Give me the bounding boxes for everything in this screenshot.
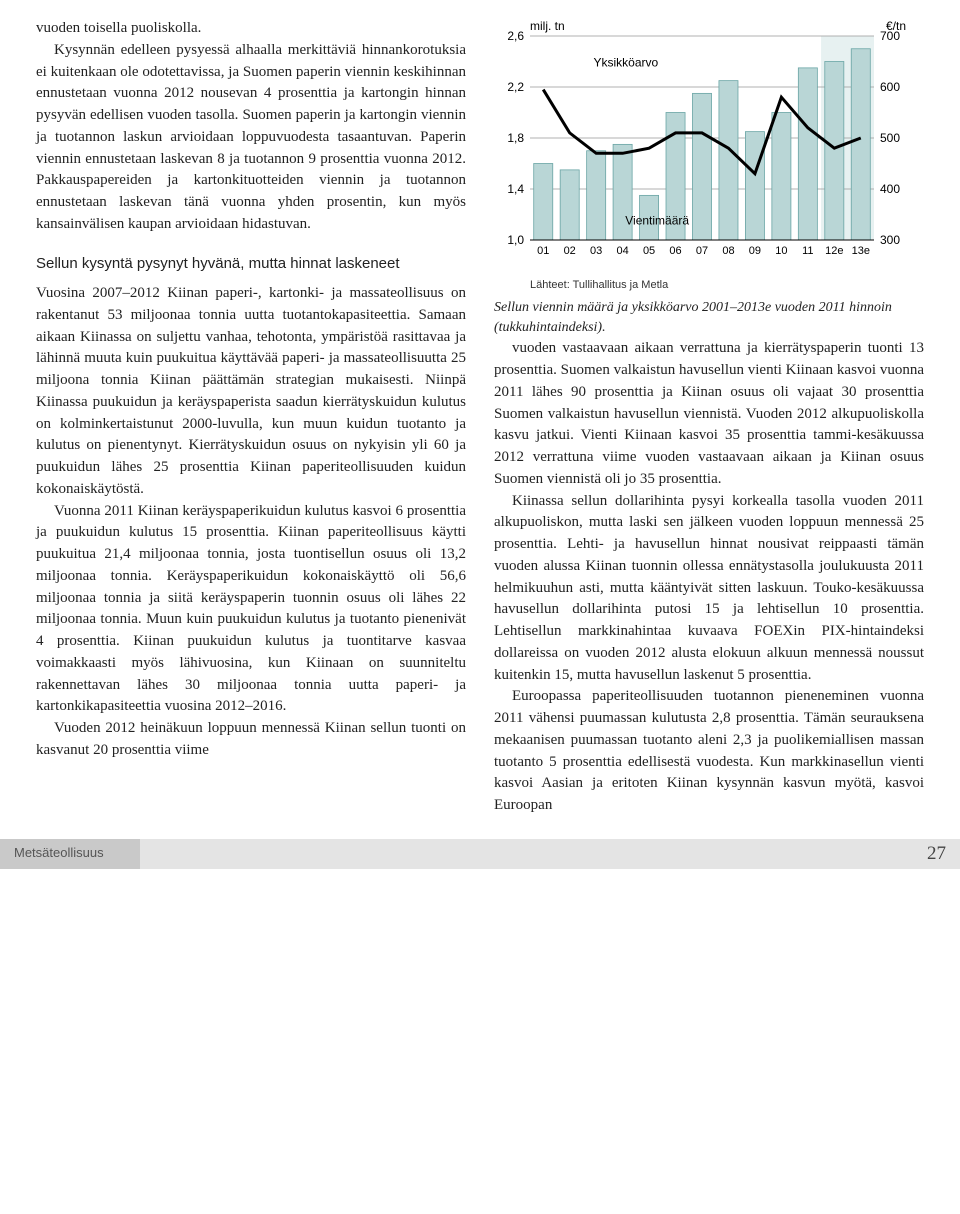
footer-page-number: 27	[927, 840, 946, 868]
svg-text:01: 01	[537, 245, 549, 257]
paragraph: vuoden vastaavaan aikaan verrattuna ja k…	[494, 338, 924, 490]
svg-text:400: 400	[880, 182, 900, 196]
svg-text:07: 07	[696, 245, 708, 257]
svg-text:02: 02	[564, 245, 576, 257]
paragraph: Vuosina 2007–2012 Kiinan paperi-, karton…	[36, 283, 466, 501]
svg-text:06: 06	[669, 245, 681, 257]
right-column: 1,03001,44001,85002,26002,67000102030405…	[494, 18, 924, 817]
svg-text:13e: 13e	[852, 245, 870, 257]
svg-text:1,8: 1,8	[507, 131, 524, 145]
svg-text:€/tn: €/tn	[886, 19, 906, 33]
svg-text:03: 03	[590, 245, 602, 257]
paragraph: Kiinassa sellun dollarihinta pysyi korke…	[494, 491, 924, 687]
chart-svg: 1,03001,44001,85002,26002,67000102030405…	[494, 18, 914, 268]
svg-text:500: 500	[880, 131, 900, 145]
svg-text:2,2: 2,2	[507, 80, 524, 94]
paragraph: Vuonna 2011 Kiinan keräyspaperikuidun ku…	[36, 501, 466, 719]
page-footer: Metsäteollisuus 27	[0, 839, 960, 869]
svg-text:10: 10	[775, 245, 787, 257]
svg-text:12e: 12e	[825, 245, 843, 257]
chart-source: Lähteet: Tullihallitus ja Metla	[530, 278, 924, 294]
paragraph: Euroopassa paperiteollisuuden tuotannon …	[494, 686, 924, 817]
svg-text:09: 09	[749, 245, 761, 257]
paragraph: vuoden toisella puoliskolla.	[36, 18, 466, 40]
svg-text:2,6: 2,6	[507, 29, 524, 43]
svg-text:1,0: 1,0	[507, 233, 524, 247]
svg-text:08: 08	[722, 245, 734, 257]
paragraph: Vuoden 2012 heinäkuun loppuun mennessä K…	[36, 718, 466, 762]
subheading: Sellun kysyntä pysynyt hyvänä, mutta hin…	[36, 254, 466, 274]
paragraph: Kysynnän edelleen pysyessä alhaalla merk…	[36, 40, 466, 236]
svg-text:05: 05	[643, 245, 655, 257]
svg-text:1,4: 1,4	[507, 182, 524, 196]
page-body: vuoden toisella puoliskolla. Kysynnän ed…	[0, 0, 960, 817]
svg-text:11: 11	[802, 245, 813, 257]
svg-text:04: 04	[616, 245, 628, 257]
pulp-export-chart: 1,03001,44001,85002,26002,67000102030405…	[494, 18, 924, 276]
svg-text:milj. tn: milj. tn	[530, 19, 565, 33]
left-column: vuoden toisella puoliskolla. Kysynnän ed…	[36, 18, 466, 817]
svg-text:Vientimäärä: Vientimäärä	[625, 214, 689, 228]
chart-caption: Sellun viennin määrä ja yksikköarvo 2001…	[494, 298, 924, 339]
svg-text:300: 300	[880, 233, 900, 247]
two-column-layout: vuoden toisella puoliskolla. Kysynnän ed…	[36, 18, 924, 817]
footer-section-label: Metsäteollisuus	[14, 844, 104, 863]
svg-text:Yksikköarvo: Yksikköarvo	[594, 56, 659, 70]
svg-text:600: 600	[880, 80, 900, 94]
